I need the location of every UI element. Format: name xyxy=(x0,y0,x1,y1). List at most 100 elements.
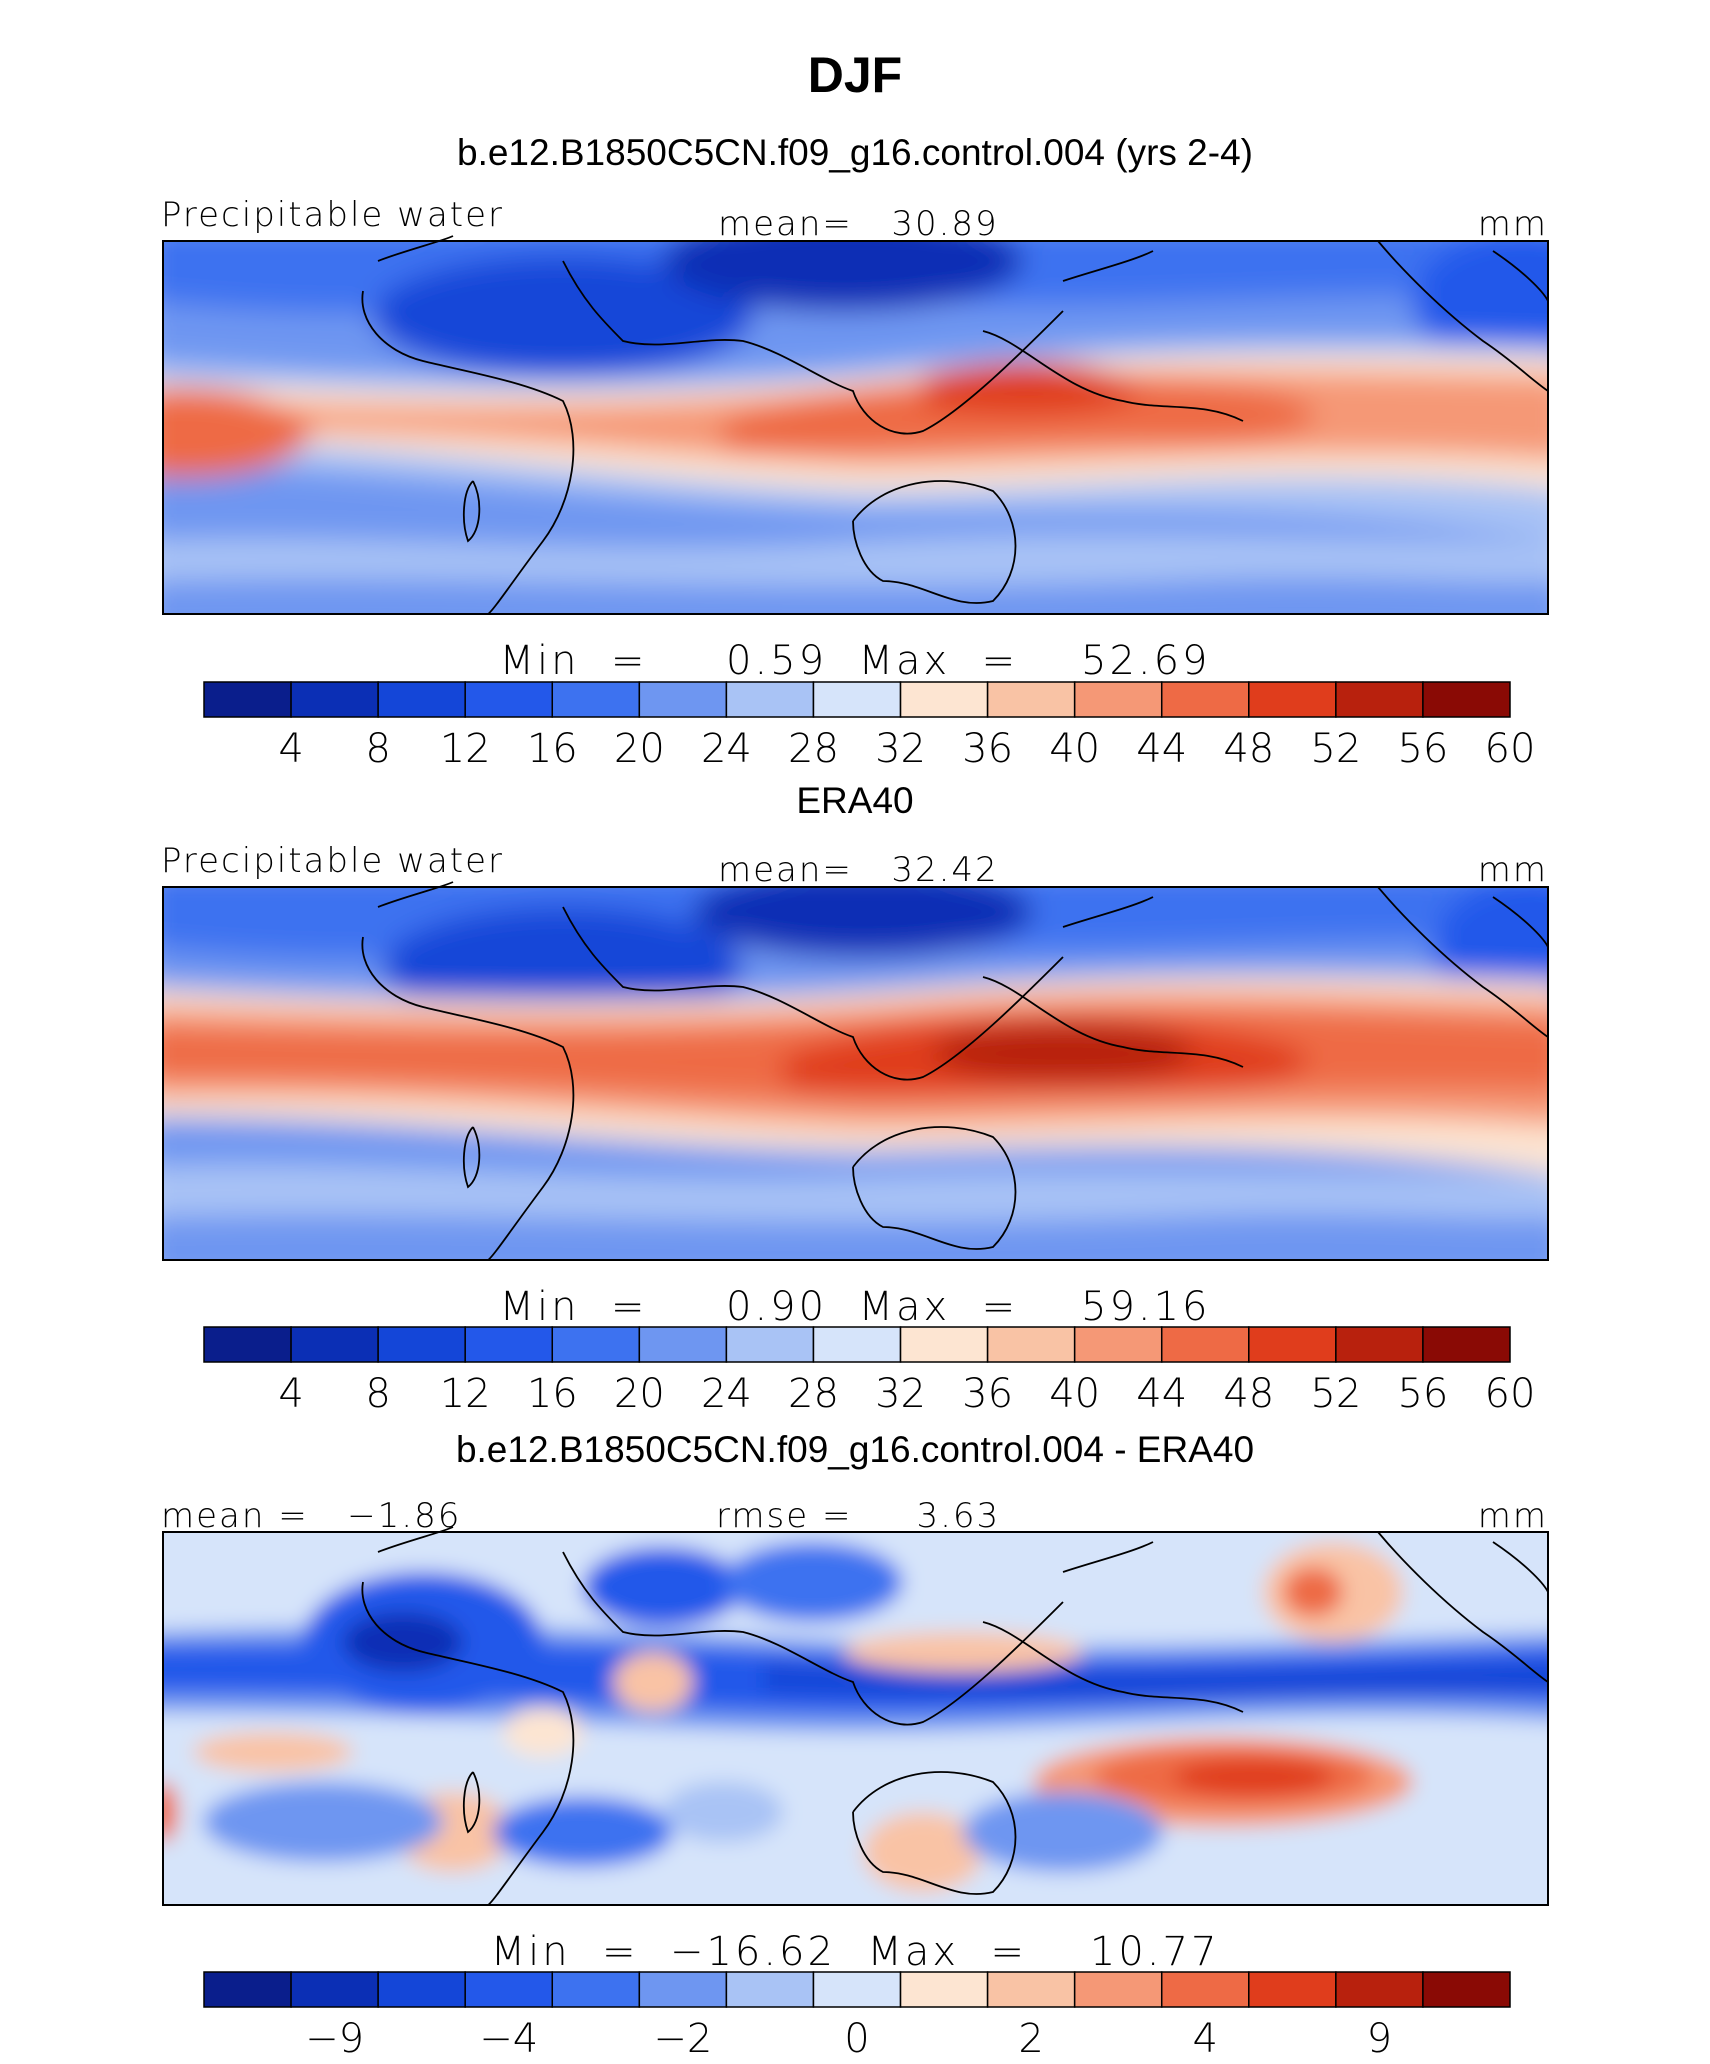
colorbar-tick-label: 28 xyxy=(788,1371,839,1417)
panel-model: b.e12.B1850C5CN.f09_g16.control.004 (yrs… xyxy=(161,132,1549,772)
colorbar-tick-label: 36 xyxy=(962,726,1013,772)
colorbar: 4 8 12 16 20 24 28 32 36 40 44 48 52 56 60 xyxy=(203,681,1536,772)
colorbar-tick-label: 60 xyxy=(1485,1371,1536,1417)
colorbar-tick-label: 60 xyxy=(1485,726,1536,772)
colorbar-swatch xyxy=(377,1326,466,1363)
units-label: mm xyxy=(1478,204,1548,244)
colorbar-tick-label: 12 xyxy=(440,726,491,772)
colorbar-tick-label: 8 xyxy=(365,1371,390,1417)
rmse-label: rmse = 3.63 xyxy=(716,1496,1000,1536)
colorbar-tick-label: 32 xyxy=(875,726,926,772)
colorbar-swatch xyxy=(1073,1971,1163,2008)
colorbar-swatch xyxy=(1073,681,1163,718)
colorbar-tick-label: 9 xyxy=(1367,2016,1392,2062)
colorbar-tick-label: 40 xyxy=(1049,726,1100,772)
colorbar-tick-label: 28 xyxy=(788,726,839,772)
colorbar-swatch xyxy=(638,681,728,718)
colorbar-swatch xyxy=(899,1326,989,1363)
colorbar-swatch xyxy=(203,681,292,718)
colorbar-tick-label: 40 xyxy=(1049,1371,1100,1417)
colorbar-tick-label: 52 xyxy=(1310,726,1361,772)
colorbar-tick-label: 44 xyxy=(1136,726,1187,772)
colorbar-tick-label: 4 xyxy=(278,726,303,772)
colorbar-swatch xyxy=(1160,1326,1250,1363)
colorbar: −9 −4 −2 0 2 4 9 xyxy=(203,1971,1511,2062)
units-label: mm xyxy=(1478,1496,1548,1536)
panel-obs: ERA40 Precipitable water mean= 32.42 mm xyxy=(161,780,1549,1417)
colorbar-swatch xyxy=(1248,1971,1337,2008)
colorbar-swatch xyxy=(1073,1326,1163,1363)
coastlines xyxy=(361,235,1549,615)
panel-title: b.e12.B1850C5CN.f09_g16.control.004 - ER… xyxy=(456,1429,1254,1470)
colorbar-tick-label: 52 xyxy=(1310,1371,1361,1417)
units-label: mm xyxy=(1478,850,1548,890)
min-max-label: Min = 0.90 Max = 59.16 xyxy=(500,1284,1211,1330)
colorbar-swatch xyxy=(812,1971,902,2008)
colorbar-swatch xyxy=(1248,681,1337,718)
colorbar-swatch xyxy=(638,1326,728,1363)
colorbar-swatch xyxy=(1422,681,1511,718)
colorbar-swatch xyxy=(1422,1326,1511,1363)
colorbar-swatch xyxy=(551,1971,641,2008)
panel-difference: b.e12.B1850C5CN.f09_g16.control.004 - ER… xyxy=(161,1429,1549,2062)
colorbar-tick-label: 4 xyxy=(1193,2016,1218,2062)
colorbar-swatch xyxy=(899,1971,989,2008)
colorbar-swatch xyxy=(464,1326,554,1363)
colorbar: 4 8 12 16 20 24 28 32 36 40 44 48 52 56 60 xyxy=(203,1326,1536,1417)
colorbar-swatch xyxy=(1160,1971,1250,2008)
colorbar-swatch xyxy=(203,1326,292,1363)
coastlines xyxy=(361,881,1549,1261)
panel-title: b.e12.B1850C5CN.f09_g16.control.004 (yrs… xyxy=(457,132,1253,173)
colorbar-tick-label: 44 xyxy=(1136,1371,1187,1417)
colorbar-swatch xyxy=(1335,681,1424,718)
colorbar-swatch xyxy=(1422,1971,1511,2008)
colorbar-swatch xyxy=(1248,1326,1337,1363)
colorbar-swatch xyxy=(290,681,379,718)
colorbar-tick-label: 48 xyxy=(1223,726,1274,772)
colorbar-tick-label: 24 xyxy=(701,1371,752,1417)
colorbar-tick-label: −9 xyxy=(305,2016,364,2062)
colorbar-tick-label: 2 xyxy=(1018,2016,1043,2062)
mean-label: mean = −1.86 xyxy=(161,1496,461,1536)
colorbar-swatch xyxy=(464,681,554,718)
colorbar-swatch xyxy=(203,1971,292,2008)
colorbar-swatch xyxy=(290,1971,379,2008)
colorbar-swatch xyxy=(812,681,902,718)
colorbar-tick-label: 32 xyxy=(875,1371,926,1417)
colorbar-swatch xyxy=(551,1326,641,1363)
colorbar-swatch xyxy=(986,1326,1076,1363)
colorbar-swatch xyxy=(812,1326,902,1363)
colorbar-tick-label: 16 xyxy=(527,1371,578,1417)
colorbar-swatch xyxy=(986,1971,1076,2008)
min-max-label: Min = 0.59 Max = 52.69 xyxy=(500,638,1211,684)
colorbar-swatch xyxy=(725,1326,815,1363)
colorbar-tick-label: 4 xyxy=(278,1371,303,1417)
colorbar-tick-label: −2 xyxy=(653,2016,712,2062)
mean-label: mean= 30.89 xyxy=(718,204,999,244)
mean-label: mean= 32.42 xyxy=(718,850,999,890)
colorbar-tick-label: 56 xyxy=(1397,726,1448,772)
colorbar-swatch xyxy=(1335,1971,1424,2008)
colorbar-tick-label: 36 xyxy=(962,1371,1013,1417)
colorbar-tick-label: 20 xyxy=(614,1371,665,1417)
map-field xyxy=(162,235,1549,615)
colorbar-swatch xyxy=(377,1971,466,2008)
colorbar-swatch xyxy=(1335,1326,1424,1363)
colorbar-tick-label: 48 xyxy=(1223,1371,1274,1417)
map-field xyxy=(162,881,1549,1261)
colorbar-swatch xyxy=(638,1971,728,2008)
colorbar-swatch xyxy=(290,1326,379,1363)
colorbar-swatch xyxy=(986,681,1076,718)
colorbar-swatch xyxy=(899,681,989,718)
colorbar-tick-label: 16 xyxy=(527,726,578,772)
variable-label: Precipitable water xyxy=(161,841,504,881)
colorbar-tick-label: 0 xyxy=(844,2016,869,2062)
coastlines xyxy=(361,1526,1549,1906)
panel-title: ERA40 xyxy=(796,780,913,821)
colorbar-tick-label: 24 xyxy=(701,726,752,772)
colorbar-swatch xyxy=(1160,681,1250,718)
colorbar-tick-label: −4 xyxy=(479,2016,538,2062)
map-field xyxy=(162,1526,1549,1906)
min-max-label: Min = −16.62 Max = 10.77 xyxy=(491,1929,1220,1975)
